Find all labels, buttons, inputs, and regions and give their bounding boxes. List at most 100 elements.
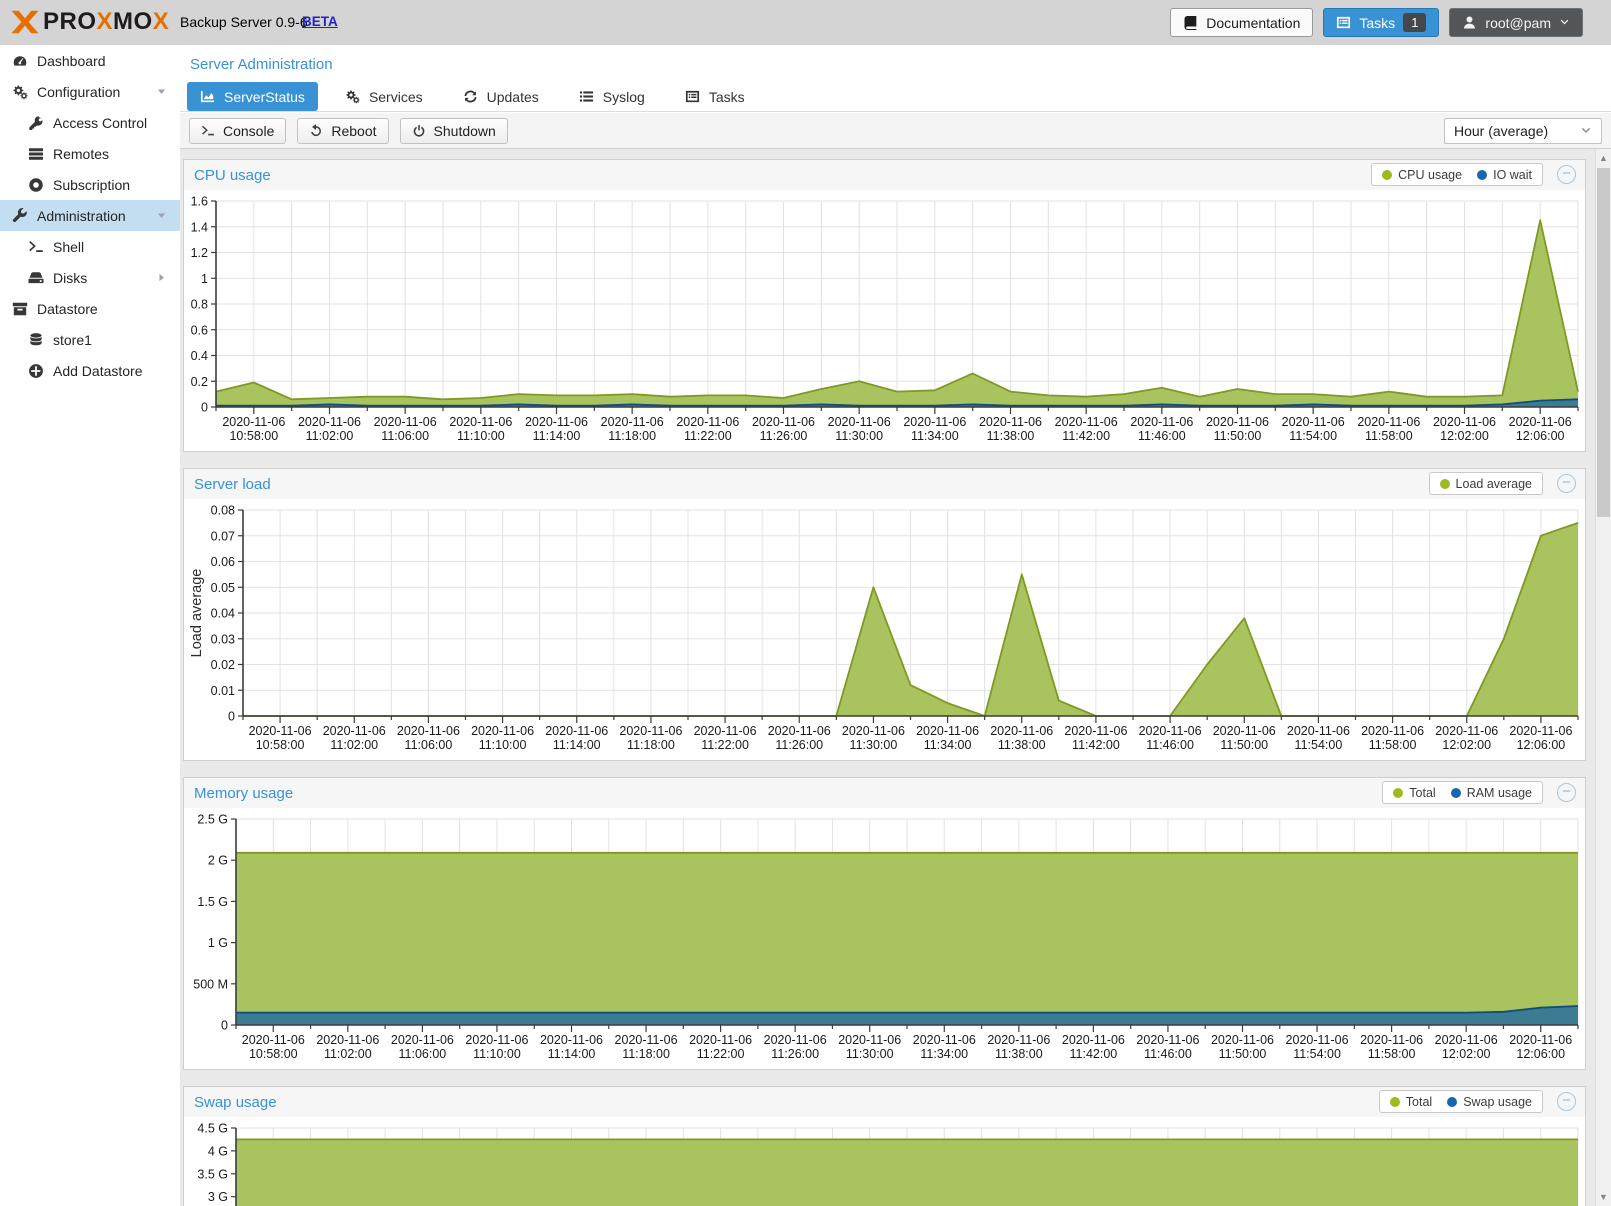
legend-label: Total [1409,785,1436,800]
collapse-panel-button[interactable]: − [1557,1092,1576,1111]
svg-text:2020-11-06: 2020-11-06 [222,415,285,429]
svg-text:2 G: 2 G [208,854,228,868]
panel-title: Server load [194,475,271,493]
svg-text:2020-11-06: 2020-11-06 [1062,1033,1125,1047]
user-label: root@pam [1485,14,1551,31]
tab-tasks[interactable]: Tasks [672,82,758,111]
sidebar-item-label: Subscription [53,176,131,193]
sidebar-item-store1[interactable]: store1 [0,324,180,355]
svg-text:2020-11-06: 2020-11-06 [601,415,664,429]
legend-item-total[interactable]: Total [1389,1095,1432,1109]
svg-text:2020-11-06: 2020-11-06 [903,415,966,429]
vertical-scrollbar[interactable]: ▲ ▼ [1595,149,1611,1206]
svg-text:1.6: 1.6 [191,195,208,209]
sidebar-item-disks[interactable]: Disks [0,262,180,293]
button-label: Reboot [331,122,377,139]
time-range-value: Hour (average) [1454,122,1549,139]
svg-text:11:50:00: 11:50:00 [1219,1047,1267,1061]
product-version: Backup Server 0.9-6 [180,14,308,30]
svg-text:11:30:00: 11:30:00 [850,738,898,752]
tasks-button[interactable]: Tasks 1 [1323,8,1440,37]
collapse-panel-button[interactable]: − [1557,783,1576,802]
svg-text:2020-11-06: 2020-11-06 [1213,724,1276,738]
sidebar-item-subscription[interactable]: Subscription [0,169,180,200]
documentation-button[interactable]: Documentation [1170,8,1314,37]
key-icon [28,115,44,131]
tab-serverstatus[interactable]: ServerStatus [187,82,318,111]
svg-text:11:42:00: 11:42:00 [1072,738,1120,752]
legend-item-swap-usage[interactable]: Swap usage [1447,1095,1532,1109]
legend-item-total[interactable]: Total [1393,785,1436,800]
svg-text:0.8: 0.8 [191,298,208,312]
svg-text:11:10:00: 11:10:00 [457,429,505,443]
power-icon [412,124,426,138]
svg-text:12:06:00: 12:06:00 [1516,1047,1565,1061]
scroll-up-arrow-icon[interactable]: ▲ [1599,153,1608,163]
svg-text:10:58:00: 10:58:00 [249,1047,298,1061]
proxmox-logo[interactable]: PROXMOX [10,7,169,37]
svg-text:11:14:00: 11:14:00 [533,429,581,443]
svg-text:11:54:00: 11:54:00 [1295,738,1343,752]
sidebar-item-dashboard[interactable]: Dashboard [0,45,180,76]
svg-text:1.2: 1.2 [191,246,208,260]
brand-text: PROXMOX [43,8,170,35]
shutdown-button[interactable]: Shutdown [399,117,508,144]
svg-text:11:02:00: 11:02:00 [324,1047,372,1061]
svg-text:2020-11-06: 2020-11-06 [990,724,1053,738]
chevron-down-icon [1559,17,1570,28]
svg-text:11:58:00: 11:58:00 [1365,429,1413,443]
svg-text:2020-11-06: 2020-11-06 [1435,1033,1498,1047]
sidebar-item-remotes[interactable]: Remotes [0,138,180,169]
scroll-down-arrow-icon[interactable]: ▼ [1599,1192,1608,1202]
caret-right-icon [155,271,168,284]
page-title: Server Administration [190,56,333,73]
svg-text:0.05: 0.05 [211,581,235,595]
reboot-button[interactable]: Reboot [297,117,389,144]
scrollbar-thumb[interactable] [1597,168,1610,517]
svg-text:11:54:00: 11:54:00 [1293,1047,1341,1061]
svg-text:2020-11-06: 2020-11-06 [1139,724,1202,738]
legend-item-load-average[interactable]: Load average [1439,477,1532,491]
legend-item-io-wait[interactable]: IO wait [1477,168,1532,182]
sidebar-item-administration[interactable]: Administration [0,200,180,231]
plus-circle-icon [28,363,44,379]
tab-services[interactable]: Services [332,82,436,111]
tab-label: Tasks [708,88,745,105]
legend-item-cpu-usage[interactable]: CPU usage [1382,168,1462,182]
sidebar-item-add-datastore[interactable]: Add Datastore [0,355,180,386]
svg-text:2020-11-06: 2020-11-06 [987,1033,1050,1047]
tasks-count-badge: 1 [1403,13,1427,32]
panel-memory-usage: Memory usage Total RAM usage −2020-11-06 10:… [183,777,1586,1070]
svg-text:0: 0 [228,710,235,724]
database-icon [28,332,44,348]
tab-label: Syslog [602,88,645,105]
collapse-panel-button[interactable]: − [1557,474,1576,493]
console-button[interactable]: Console [189,117,287,144]
chart-legend: Load average [1428,472,1543,495]
terminal-icon [201,124,215,138]
beta-link[interactable]: BETA [302,14,338,29]
terminal-icon [28,239,44,255]
sidebar-item-access-control[interactable]: Access Control [0,107,180,138]
svg-text:2020-11-06: 2020-11-06 [1055,415,1118,429]
sidebar-item-configuration[interactable]: Configuration [0,76,180,107]
sidebar-item-shell[interactable]: Shell [0,231,180,262]
svg-text:0.08: 0.08 [211,504,235,518]
svg-text:2020-11-06: 2020-11-06 [768,724,831,738]
svg-text:2020-11-06: 2020-11-06 [374,415,437,429]
sidebar-item-datastore[interactable]: Datastore [0,293,180,324]
svg-text:11:34:00: 11:34:00 [920,1047,968,1061]
tab-updates[interactable]: Updates [450,82,552,111]
svg-text:1 G: 1 G [208,936,228,950]
collapse-panel-button[interactable]: − [1557,165,1576,184]
time-range-select[interactable]: Hour (average) [1444,117,1602,144]
legend-dot-icon [1389,1096,1400,1107]
tab-syslog[interactable]: Syslog [566,82,658,111]
sidebar: Dashboard Configuration Access Control Remo… [0,45,180,1206]
tasks-list-icon [1336,15,1351,30]
svg-text:2020-11-06: 2020-11-06 [391,1033,454,1047]
hdd-icon [28,270,44,286]
book-icon [1183,15,1198,30]
user-menu-button[interactable]: root@pam [1449,8,1583,37]
legend-item-ram-usage[interactable]: RAM usage [1450,786,1532,800]
